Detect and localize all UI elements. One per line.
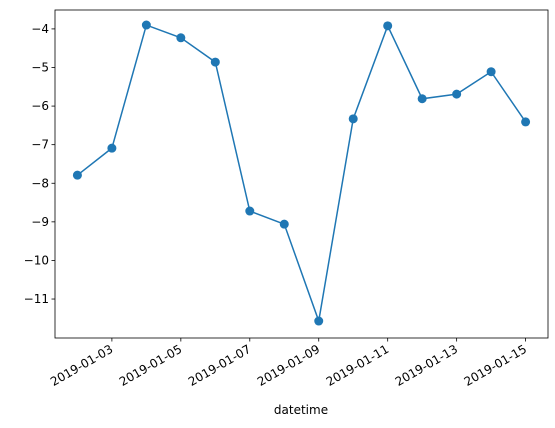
marker [348,114,358,124]
x-tick-label: 2019-01-09 [255,342,322,389]
x-tick-label: 2019-01-11 [324,342,391,389]
y-tick-label: −11 [24,292,49,306]
marker [486,67,496,77]
y-tick-label: −8 [31,176,49,190]
marker [245,206,255,216]
x-tick-label: 2019-01-15 [462,342,529,389]
marker [107,143,117,153]
x-axis-label: datetime [274,403,328,417]
marker [417,94,427,104]
marker [383,21,393,31]
line [76,23,527,324]
marker [176,33,186,43]
y-tick-label: −6 [31,99,49,113]
y-tick-label: −9 [31,215,49,229]
x-tick-label: 2019-01-07 [186,342,253,389]
marker [210,57,220,67]
x-tick-label: 2019-01-03 [48,342,115,389]
marker [141,20,151,30]
marker [279,219,289,229]
x-tick-label: 2019-01-13 [393,342,460,389]
x-tick-label: 2019-01-05 [117,342,184,389]
marker [314,316,324,326]
marker [521,117,531,127]
y-tick-label: −4 [31,22,49,36]
y-tick-label: −5 [31,60,49,74]
marker [72,170,82,180]
y-tick-label: −10 [24,253,49,267]
y-tick-label: −7 [31,138,49,152]
plot-frame [54,9,549,339]
marker [452,89,462,99]
